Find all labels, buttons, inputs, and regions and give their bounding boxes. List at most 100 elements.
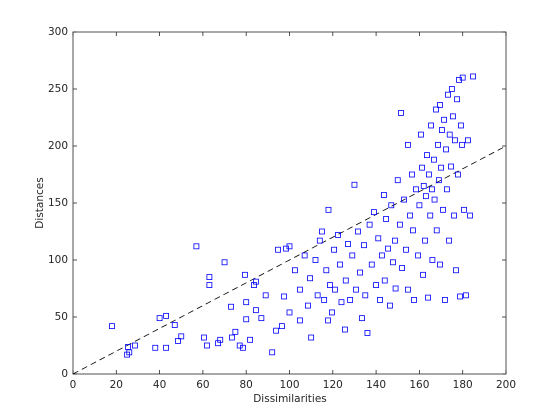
point: [448, 163, 454, 170]
point: [325, 206, 332, 213]
point: [440, 206, 446, 213]
point: [461, 206, 467, 213]
point: [262, 292, 269, 299]
point: [279, 323, 285, 330]
point: [431, 156, 437, 163]
point: [459, 141, 465, 148]
point: [321, 296, 328, 303]
point: [353, 286, 359, 293]
point: [325, 317, 331, 324]
point: [327, 282, 333, 288]
point: [377, 296, 383, 303]
point: [433, 227, 440, 234]
point: [132, 342, 138, 349]
point: [435, 177, 442, 184]
y-tick-label: 300: [48, 26, 68, 38]
x-tick-label: 0: [70, 379, 77, 391]
point: [441, 116, 447, 123]
point: [453, 267, 459, 274]
point: [307, 275, 313, 282]
point: [331, 246, 337, 253]
point: [463, 292, 469, 299]
point: [446, 131, 453, 138]
point: [467, 212, 473, 219]
point: [452, 137, 458, 144]
point: [171, 322, 178, 328]
point: [438, 164, 444, 171]
y-tick-label: 250: [48, 83, 68, 95]
point: [445, 91, 451, 98]
point: [435, 141, 441, 148]
reference-line: [72, 145, 507, 375]
point: [397, 221, 403, 228]
point: [229, 334, 235, 341]
point: [416, 202, 423, 209]
point: [243, 316, 250, 323]
point: [156, 315, 163, 322]
point: [347, 296, 354, 303]
point: [439, 127, 445, 133]
point: [399, 265, 405, 271]
point: [437, 261, 443, 268]
point: [450, 113, 456, 120]
point: [258, 315, 265, 322]
point: [314, 292, 321, 299]
x-tick-label: 120: [323, 379, 343, 391]
point: [351, 181, 358, 188]
point: [390, 259, 396, 266]
point: [243, 299, 250, 306]
point: [457, 293, 464, 300]
point: [415, 252, 422, 259]
point: [428, 122, 434, 129]
point: [470, 73, 476, 80]
point: [323, 267, 330, 274]
point: [319, 228, 325, 235]
point: [431, 196, 438, 203]
y-tick-label: 150: [48, 197, 68, 209]
point: [253, 307, 259, 314]
point: [420, 182, 427, 189]
point: [305, 302, 311, 309]
point: [426, 171, 432, 178]
point: [425, 294, 431, 301]
x-tick-label: 200: [496, 379, 516, 391]
point: [301, 252, 308, 259]
point: [242, 271, 248, 278]
point: [312, 257, 319, 263]
point: [281, 293, 287, 300]
point: [405, 141, 411, 148]
point: [409, 171, 415, 178]
point: [451, 212, 457, 219]
point: [364, 330, 371, 336]
point: [316, 237, 323, 244]
point: [368, 261, 375, 268]
x-axis-label: Dissimilarities: [253, 393, 327, 405]
point: [458, 122, 464, 129]
x-tick-label: 60: [196, 379, 209, 391]
point: [443, 146, 449, 153]
point: [355, 228, 361, 235]
point: [201, 334, 207, 341]
point: [296, 317, 303, 324]
point: [332, 286, 338, 293]
point: [308, 334, 315, 341]
point: [342, 277, 349, 284]
x-tick-label: 180: [453, 379, 473, 391]
y-axis-label: Distances: [34, 177, 46, 228]
point: [329, 309, 335, 316]
point: [427, 212, 434, 219]
point: [424, 152, 430, 159]
point: [413, 186, 419, 193]
point: [349, 252, 356, 259]
point: [403, 246, 409, 253]
point: [204, 342, 210, 349]
point: [337, 261, 343, 268]
point: [392, 237, 398, 244]
point: [253, 278, 259, 285]
point: [429, 257, 436, 263]
y-tick-label: 200: [48, 140, 68, 152]
point: [394, 177, 401, 184]
point: [419, 164, 425, 171]
point: [385, 245, 391, 252]
